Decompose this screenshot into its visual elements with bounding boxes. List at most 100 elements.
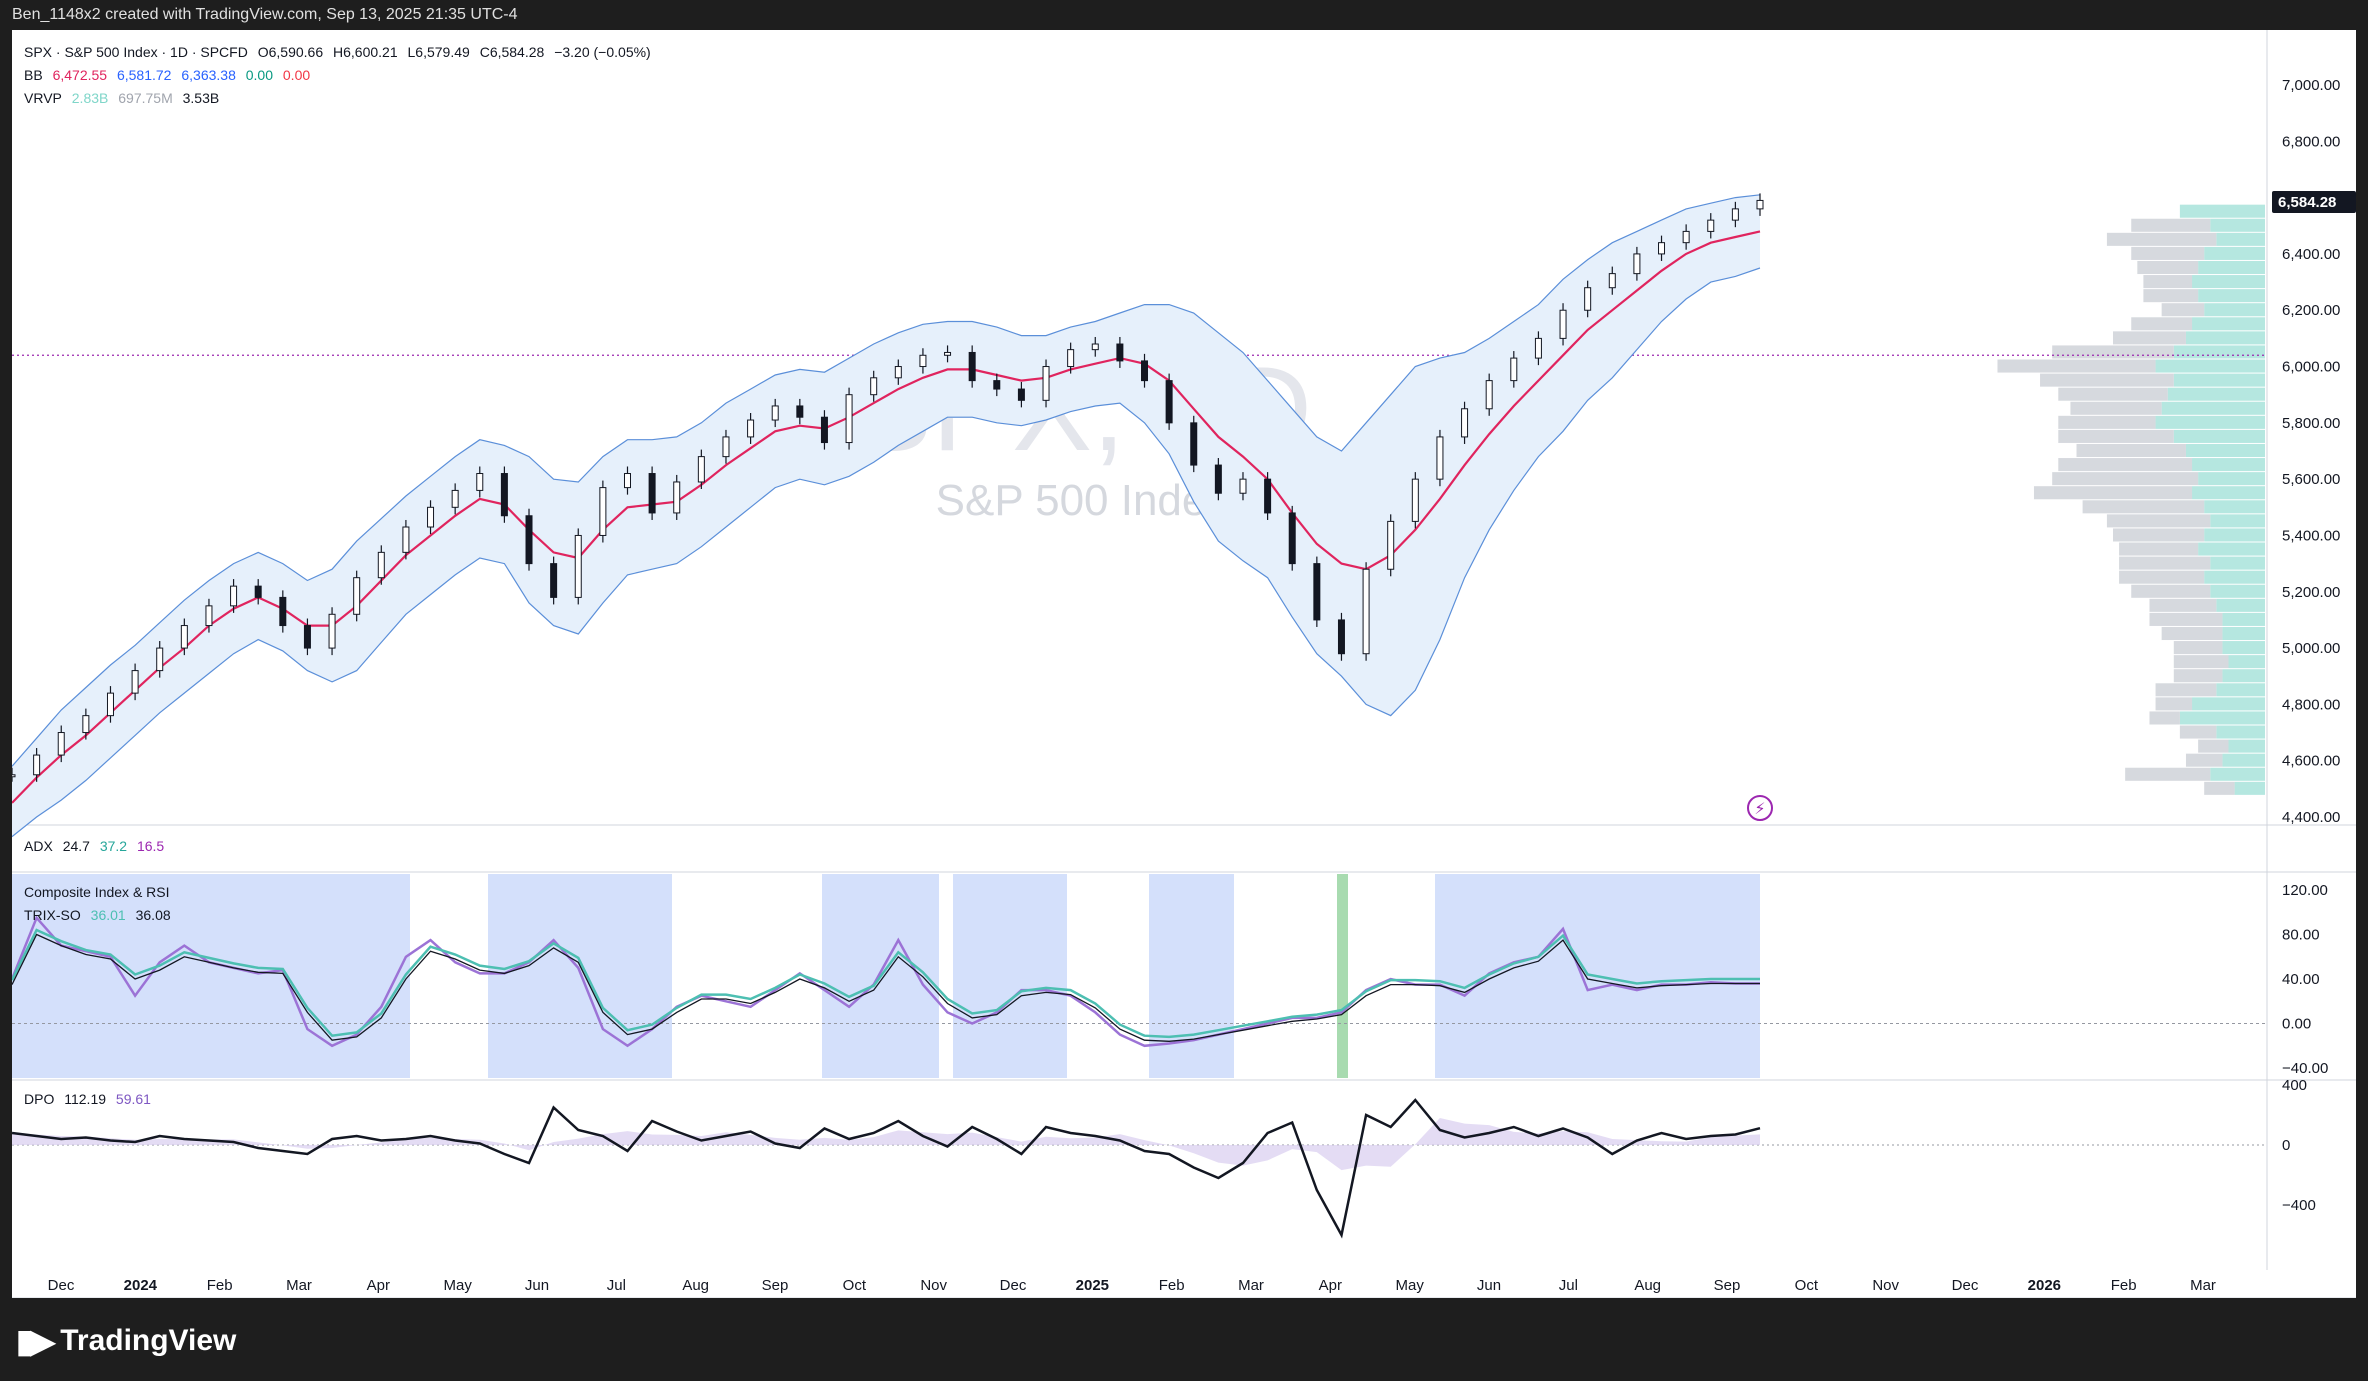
volume-profile-bar [2119,542,2199,556]
price-candle-body [1239,478,1247,494]
volume-profile-bar [2173,429,2265,443]
price-candle-body [919,354,927,368]
time-axis-tick: Dec [48,1277,75,1294]
price-axis-tick: 4,400.00 [2282,809,2340,826]
price-candle-body [1756,199,1764,210]
volume-profile-bar [2155,683,2217,697]
vrvp-label: VRVP [24,90,62,106]
bb-legend[interactable]: BB 6,472.55 6,581.72 6,363.38 0.00 0.00 [24,67,316,83]
price-candle-body [574,534,582,598]
volume-profile-bar [2131,246,2205,260]
bollinger-band-fill [12,194,1760,837]
composite-legend[interactable]: Composite Index & RSI [24,884,176,900]
price-candle-body [1658,242,1666,255]
price-candle-body [771,405,779,421]
price-candle-body [1584,287,1592,311]
volume-profile-bar [2222,612,2265,626]
dpo-line [12,1098,1761,1239]
dpo-legend[interactable]: DPO 112.19 59.61 [24,1091,157,1107]
volume-profile-bar [2185,443,2265,458]
volume-profile-bar [2222,669,2265,683]
price-candle-body [476,473,484,491]
dpo-value-1: 112.19 [64,1091,107,1107]
volume-profile-bar [2210,767,2265,781]
time-axis-tick: Jul [607,1277,626,1294]
time-axis-tick: Oct [843,1277,867,1294]
price-axis-tick: 4,800.00 [2282,696,2340,713]
price-candle-body [1042,366,1050,401]
price-candle-body [1165,380,1173,424]
volume-profile-bar [2210,584,2265,598]
volume-profile-bar [2192,697,2265,711]
price-candle-body [1510,357,1518,382]
chart-header: Ben_1148x2 created with TradingView.com,… [0,0,2368,30]
time-axis-tick: Apr [1319,1277,1342,1294]
composite-highlight-band [12,874,410,1078]
volume-profile-bar [2198,289,2265,303]
price-candle-body [1190,422,1198,466]
volume-profile-bar [2192,458,2265,472]
price-candle-body [427,506,435,528]
volume-profile-bar [2234,781,2265,795]
footer: ▮▶ TradingView [0,1298,2368,1381]
volume-profile-bar [2058,458,2193,472]
time-axis-tick: Feb [2111,1277,2137,1294]
time-axis-tick: 2025 [1076,1277,1109,1294]
time-axis-tick: Jun [525,1277,549,1294]
open-value: O6,590.66 [257,44,324,60]
price-candle-body [722,436,730,458]
price-candle-body [623,473,631,489]
price-candle-body [180,625,188,649]
rsi-axis-tick: −40.00 [2282,1060,2328,1077]
price-candle-body [279,596,287,627]
adx-value-1: 24.7 [62,838,90,854]
trix-signal-line [12,933,1760,1042]
price-axis-tick: 6,200.00 [2282,302,2340,319]
change-value: −3.20 (−0.05%) [554,44,651,60]
volume-profile-bar [2143,275,2193,289]
tradingview-logo[interactable]: ▮▶ TradingView [16,1322,236,1360]
time-axis-tick: Nov [920,1277,947,1294]
volume-profile-bar [2113,528,2205,542]
volume-profile-bar [2131,218,2211,232]
bb-value-1: 6,472.55 [52,67,108,83]
price-candle-body [1017,388,1025,401]
price-candle-body [673,481,681,514]
price-candle-body [402,526,410,553]
price-candle-body [1534,337,1542,359]
adx-legend[interactable]: ADX 24.7 37.2 16.5 [24,838,170,854]
trix-legend[interactable]: TRIX-SO 36.01 36.08 [24,907,177,923]
bollinger-basis-line [12,230,1761,804]
volume-profile-bar [2052,345,2174,359]
volume-profile-bar [2040,373,2174,387]
chart-area[interactable]: SPX, 1DS&P 500 Index7,000.006,800.006,60… [12,30,2356,1298]
volume-profile-bar [2216,683,2265,697]
vrvp-legend[interactable]: VRVP 2.83B 697.75M 3.53B [24,90,225,106]
bb-value-3: 6,363.38 [181,67,236,83]
composite-highlight-band [1149,874,1234,1078]
volume-profile-bar [2131,317,2193,331]
price-candle-body [82,715,90,734]
volume-profile-bar [2204,303,2265,317]
volume-profile-bar [2192,275,2265,289]
volume-profile-bar [2149,612,2223,626]
price-candle-body [1264,478,1272,514]
volume-profile-bar [2204,570,2265,584]
bb-value-4: 0.00 [245,67,273,83]
volume-profile-bar [2058,387,2168,401]
price-candle-body [1387,520,1395,570]
composite-highlight-band [488,874,672,1078]
price-candle-body [1682,230,1690,244]
volume-profile-bar [2228,655,2265,669]
volume-profile-bar [2185,331,2265,345]
price-axis-tick: 5,600.00 [2282,471,2340,488]
composite-highlight-band [1337,874,1348,1078]
price-candle-body [648,473,656,514]
symbol-label[interactable]: SPX · S&P 500 Index · 1D · SPCFD [24,44,248,60]
price-candle-body [205,605,213,627]
bb-label: BB [24,67,43,83]
volume-profile-bar [2204,528,2265,542]
time-axis-tick: Feb [207,1277,233,1294]
alert-lightning-icon-glyph: ⚡ [1754,799,1765,818]
volume-profile-bar [2204,500,2265,514]
